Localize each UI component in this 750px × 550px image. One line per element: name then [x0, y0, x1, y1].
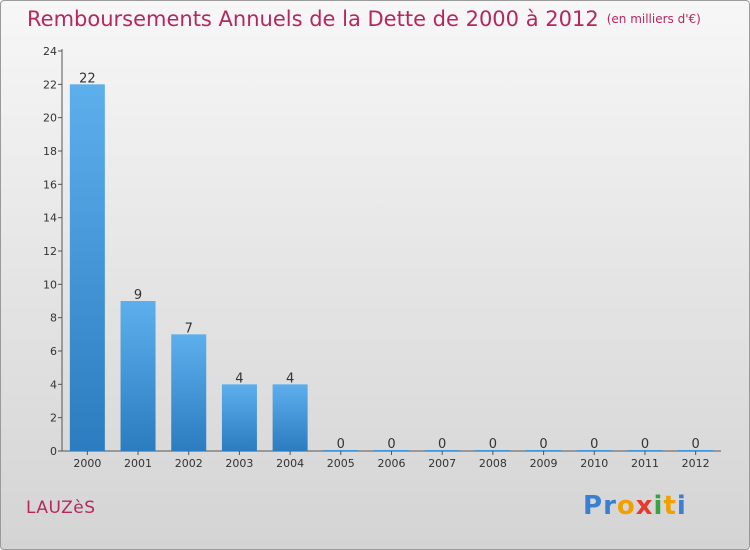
x-tick-label: 2005 — [327, 457, 355, 470]
bar — [171, 334, 207, 451]
y-tick-label: 6 — [50, 345, 57, 358]
y-tick-label: 24 — [43, 45, 57, 58]
y-tick-label: 14 — [43, 212, 57, 225]
x-tick-label: 2008 — [479, 457, 507, 470]
x-tick-label: 2003 — [225, 457, 253, 470]
data-label: 7 — [185, 321, 193, 336]
logo-letter: i — [676, 491, 687, 521]
bar — [526, 450, 562, 451]
bar — [323, 450, 359, 451]
x-tick-label: 2009 — [530, 457, 558, 470]
y-tick-label: 2 — [50, 412, 57, 425]
bar — [69, 84, 105, 451]
bar — [678, 450, 714, 451]
data-label: 4 — [235, 371, 243, 386]
bar — [424, 450, 460, 451]
logo-letter: i — [653, 491, 664, 521]
chart-title-text: Remboursements Annuels de la Dette de 20… — [27, 7, 599, 31]
data-label: 9 — [134, 288, 142, 303]
y-tick-label: 12 — [43, 245, 57, 258]
logo-letter: o — [616, 491, 636, 521]
y-tick-label: 22 — [43, 78, 57, 91]
x-tick-label: 2001 — [124, 457, 152, 470]
bar — [576, 450, 612, 451]
chart-title: Remboursements Annuels de la Dette de 20… — [27, 7, 701, 31]
logo-letter: r — [603, 491, 617, 521]
data-label: 4 — [286, 371, 294, 386]
proxiti-logo: Proxiti — [583, 491, 687, 521]
y-tick-label: 16 — [43, 178, 57, 191]
data-label: 22 — [79, 71, 96, 86]
x-tick-label: 2007 — [428, 457, 456, 470]
x-tick-label: 2006 — [378, 457, 406, 470]
x-tick-label: 2010 — [580, 457, 608, 470]
bar — [272, 384, 308, 451]
y-tick-label: 4 — [50, 378, 57, 391]
data-label: 0 — [438, 437, 446, 452]
y-tick-label: 10 — [43, 278, 57, 291]
bar — [627, 450, 663, 451]
data-label: 0 — [337, 437, 345, 452]
x-tick-label: 2002 — [175, 457, 203, 470]
bar — [221, 384, 257, 451]
data-label: 0 — [641, 437, 649, 452]
data-label: 0 — [692, 437, 700, 452]
logo-letter: x — [635, 491, 654, 521]
x-tick-label: 2012 — [682, 457, 710, 470]
y-tick-label: 0 — [50, 445, 57, 458]
logo-letter: t — [663, 491, 677, 521]
y-tick-label: 18 — [43, 145, 57, 158]
bar — [475, 450, 511, 451]
commune-name: LAUZèS — [26, 498, 96, 518]
logo-letter: P — [583, 491, 604, 521]
bar — [120, 301, 156, 451]
data-label: 0 — [387, 437, 395, 452]
data-label: 0 — [539, 437, 547, 452]
y-tick-label: 20 — [43, 112, 57, 125]
x-tick-label: 2004 — [276, 457, 304, 470]
y-tick-label: 8 — [50, 312, 57, 325]
data-label: 0 — [590, 437, 598, 452]
bar — [374, 450, 409, 451]
x-tick-label: 2011 — [631, 457, 659, 470]
data-label: 0 — [489, 437, 497, 452]
x-tick-label: 2000 — [73, 457, 101, 470]
chart-unit: (en milliers d'€) — [606, 12, 701, 26]
